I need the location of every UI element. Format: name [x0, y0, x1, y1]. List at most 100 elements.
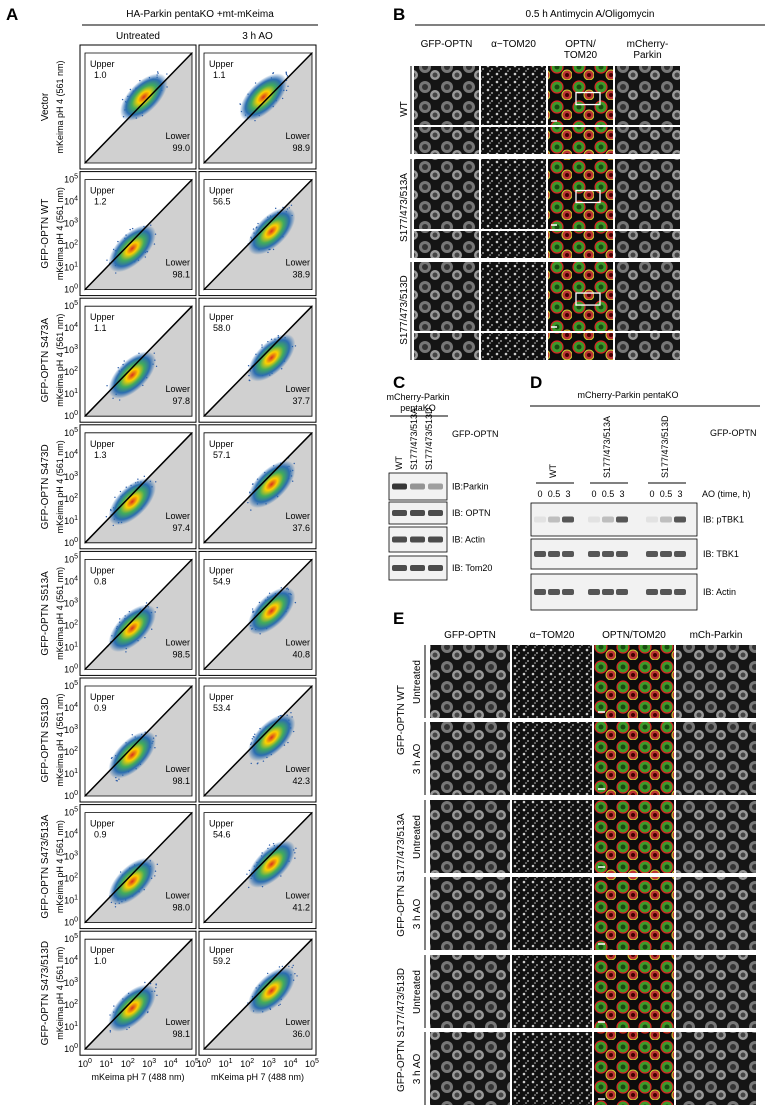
- event-dot: [131, 734, 134, 736]
- event-dot: [143, 475, 146, 478]
- tick-base: 10: [64, 285, 74, 295]
- blot-label: IB: pTBK1: [703, 515, 744, 525]
- y-axis-label: mKeima pH 4 (561 nm): [55, 947, 65, 1040]
- group-label: GFP-OPTN S177/473/513A: [396, 813, 407, 937]
- event-cloud: [108, 857, 156, 906]
- event-dot: [250, 762, 252, 765]
- gate-value: 99.0: [172, 143, 190, 153]
- gate-value: 58.0: [213, 323, 231, 333]
- event-dot: [251, 608, 254, 610]
- tick-label: 100: [64, 1043, 78, 1054]
- event-dot: [290, 204, 293, 206]
- gate-name: Lower: [165, 637, 190, 647]
- event-dot: [156, 863, 159, 866]
- event-cloud: [247, 207, 296, 255]
- gate-value: 1.0: [94, 956, 107, 966]
- tick-exponent: 2: [74, 240, 78, 247]
- event-dot: [278, 966, 281, 968]
- tick-label: 101: [219, 1058, 233, 1069]
- tick-base: 10: [64, 620, 74, 630]
- tick-label: 103: [64, 851, 78, 862]
- gate-name: Upper: [90, 59, 115, 69]
- micrograph: [481, 262, 546, 331]
- tick-label: 105: [305, 1058, 319, 1069]
- event-dot: [247, 501, 249, 504]
- panel-label: B: [393, 5, 405, 24]
- blot-label: IB: TBK1: [703, 549, 739, 559]
- row-label: GFP-OPTN S473/513D: [40, 941, 51, 1045]
- zoom-micrograph: [414, 333, 479, 360]
- gate-name: Lower: [165, 764, 190, 774]
- gate-name: Lower: [165, 384, 190, 394]
- group-label: GFP-OPTN WT: [396, 685, 407, 755]
- column-header: GFP-OPTN: [421, 39, 473, 50]
- tick-label: 102: [64, 873, 78, 884]
- column-header: TOM20: [564, 50, 598, 61]
- event-dot: [153, 352, 155, 354]
- gate-name: Lower: [165, 891, 190, 901]
- y-axis-label: mKeima pH 4 (561 nm): [55, 820, 65, 913]
- event-cloud: [247, 967, 296, 1015]
- band: [646, 516, 658, 523]
- tick-label: 104: [64, 322, 78, 333]
- time-label: 3: [677, 489, 682, 499]
- tick-base: 10: [64, 516, 74, 526]
- tick-label: 104: [64, 955, 78, 966]
- event-dot: [114, 496, 116, 499]
- tick-base: 10: [64, 598, 74, 608]
- event-dot: [166, 73, 168, 75]
- tick-label: 105: [64, 680, 78, 691]
- event-dot: [149, 982, 152, 985]
- event-cloud: [108, 731, 156, 779]
- band: [392, 483, 407, 490]
- tick-exponent: 0: [74, 917, 78, 924]
- column-header: Untreated: [116, 31, 160, 42]
- micrograph: [430, 955, 510, 1028]
- micrograph: [430, 800, 510, 873]
- column-header: GFP-OPTN: [444, 630, 496, 641]
- tick-base: 10: [164, 1059, 174, 1069]
- micrograph: [512, 800, 592, 873]
- blot-label: IB: OPTN: [452, 508, 491, 518]
- x-axis-label: mKeima pH 7 (488 nm): [91, 1072, 184, 1082]
- micrograph: [615, 66, 680, 125]
- band: [660, 551, 672, 557]
- y-axis-label: mKeima pH 4 (561 nm): [55, 440, 65, 533]
- event-dot: [155, 983, 157, 985]
- event-dot: [292, 964, 294, 967]
- gate-value: 97.8: [172, 396, 190, 406]
- event-dot: [155, 735, 157, 737]
- tick-exponent: 3: [74, 977, 78, 984]
- band: [428, 510, 443, 516]
- time-label: 0: [649, 489, 654, 499]
- micrograph: [512, 1032, 592, 1105]
- event-dot: [287, 85, 289, 87]
- gate-value: 1.3: [94, 450, 107, 460]
- tick-exponent: 4: [74, 322, 78, 329]
- micrograph: [512, 722, 592, 795]
- gate-name: Upper: [209, 439, 234, 449]
- gate-diagonal: [203, 812, 313, 924]
- band: [410, 510, 425, 516]
- row-label: GFP-OPTN S473A: [40, 318, 51, 403]
- tick-base: 10: [197, 1059, 207, 1069]
- panel-label: A: [6, 5, 18, 24]
- gate-diagonal: [84, 558, 193, 670]
- gate-value: 53.4: [213, 703, 231, 713]
- event-dot: [291, 966, 293, 969]
- tick-exponent: 0: [88, 1058, 92, 1065]
- event-dot: [129, 228, 131, 231]
- tick-label: 101: [64, 515, 78, 526]
- event-dot: [248, 886, 250, 889]
- event-dot: [155, 986, 157, 989]
- gate-name: Lower: [165, 1017, 190, 1027]
- gate-diagonal: [84, 432, 193, 544]
- tick-base: 10: [64, 450, 74, 460]
- zoom-box: [575, 91, 601, 106]
- gate-diagonal: [203, 938, 313, 1050]
- event-dot: [115, 272, 117, 274]
- tick-exponent: 2: [74, 493, 78, 500]
- tick-label: 103: [64, 597, 78, 608]
- tick-base: 10: [240, 1059, 250, 1069]
- gate-name: Lower: [285, 511, 310, 521]
